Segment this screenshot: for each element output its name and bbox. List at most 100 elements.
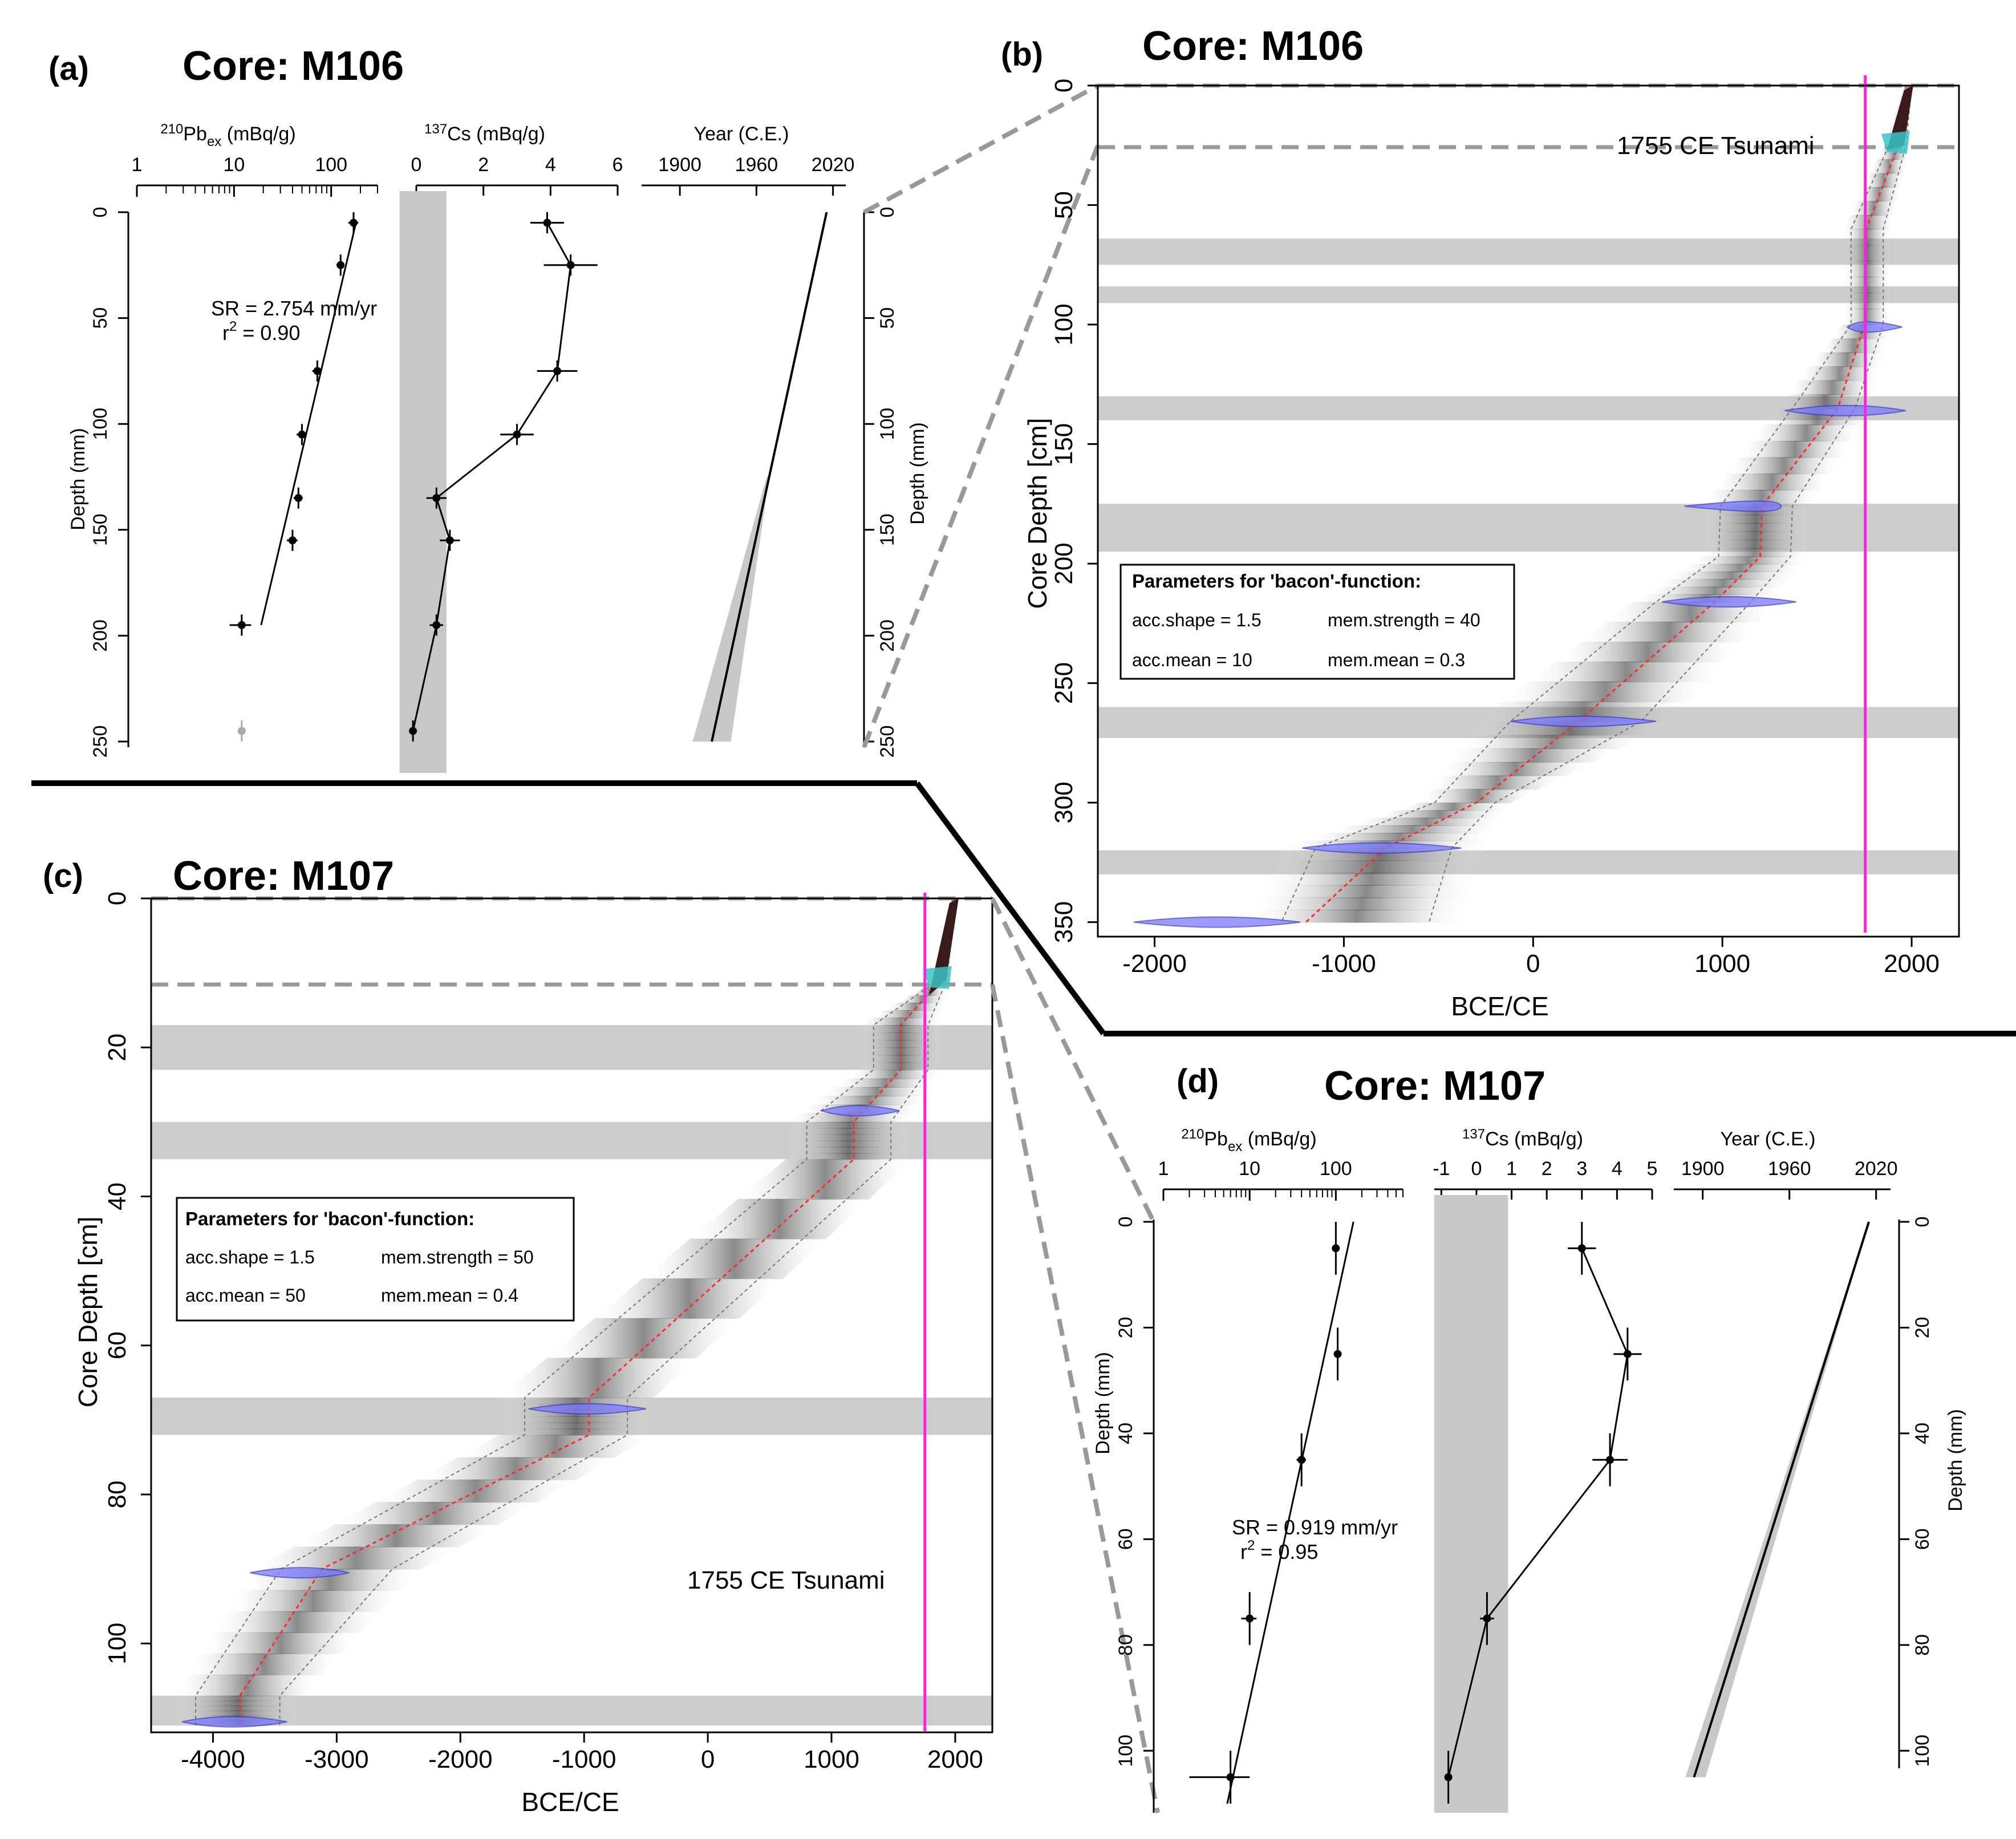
age-model: [175, 893, 959, 1731]
age-probability-cloud: [335, 1502, 537, 1525]
data-point: [294, 494, 303, 503]
age-probability-cloud: [1503, 681, 1707, 702]
x-tick-label: 2: [478, 154, 489, 176]
x-tick-label: 4: [1612, 1158, 1622, 1180]
age-probability-cloud: [859, 1055, 942, 1063]
age-probability-cloud: [227, 1590, 400, 1612]
x-ticks: 0 2 4 6: [411, 154, 623, 196]
age-probability-cloud: [1843, 309, 1892, 326]
y-tick-label: 200: [90, 619, 111, 652]
y-tick-label: 250: [877, 726, 898, 758]
age-probability-cloud: [1702, 515, 1810, 524]
age-probability-cloud: [835, 1078, 937, 1088]
age-probability-cloud: [499, 1428, 654, 1436]
parameters-frame: [176, 1197, 575, 1322]
lower-95-range: [195, 898, 954, 1725]
regression-line: [1226, 1221, 1354, 1804]
age-subplot: Year (C.E.) 1900 1960 2020 0 50 100 150 200 250…: [642, 123, 928, 758]
y-tick-label: 300: [1050, 781, 1078, 823]
pb210-subplot: 210Pbex (mBq/g) 1 10 100 0 20 40 60 80 100 Dept…: [1092, 1127, 1404, 1813]
x-axis-label: BCE/CE: [1451, 991, 1548, 1021]
y-tick-label: 200: [1050, 542, 1078, 584]
uncertainty-band: [692, 477, 769, 742]
event-layer-band: [1098, 504, 1959, 552]
y-tick-label: 50: [90, 307, 111, 329]
y-ticks-right: 0 50 100 150 200 250: [864, 207, 898, 758]
age-probability-cloud: [785, 1121, 912, 1129]
age-probability-cloud: [1327, 825, 1498, 834]
y-tick-label: 100: [1912, 1735, 1933, 1767]
y-tick-label: 250: [1050, 662, 1078, 704]
y-tick-label: 40: [1115, 1423, 1137, 1444]
r2-annotation: r2 = 0.90: [222, 319, 300, 345]
age-probability-cloud: [499, 1416, 654, 1423]
x-tick-label: 2020: [812, 154, 855, 176]
age-probability-cloud: [499, 1358, 696, 1399]
age-probability-cloud: [785, 1147, 912, 1154]
data-point: [543, 218, 551, 227]
y-tick-label: 150: [877, 513, 898, 546]
panel-title: Core: M106: [1142, 23, 1364, 69]
age-probability-cloud: [1449, 748, 1620, 763]
y-tick-label: 200: [877, 619, 898, 652]
sr-annotation: SR = 2.754 mm/yr: [211, 297, 377, 320]
tsunami-label: 1755 CE Tsunami: [687, 1566, 885, 1594]
age-probability-cloud: [1373, 810, 1507, 819]
x-tick-label: 0: [1526, 950, 1540, 978]
calibrated-date: [1846, 321, 1903, 333]
detection-limit-band: [1434, 1195, 1508, 1813]
parameters-frame: [1119, 564, 1515, 680]
pb210-subplot: 210Pbex (mBq/g) 1 10 100 0 50 100 150 200 250 D…: [67, 121, 378, 758]
age-probability-cloud: [417, 1457, 615, 1480]
y-tick-label: 20: [1912, 1317, 1933, 1339]
y-tick-label: 80: [103, 1481, 131, 1509]
x-tick-label: 100: [1320, 1158, 1352, 1180]
upper-95-range: [1428, 85, 1913, 922]
age-probability-cloud: [859, 1032, 942, 1041]
age-probability-cloud: [1843, 277, 1892, 294]
y-tick-label: 0: [1912, 1217, 1933, 1228]
data-point: [1483, 1614, 1491, 1623]
y-tick-label: 20: [1115, 1317, 1137, 1339]
y-tick-label: 0: [1050, 79, 1078, 92]
age-probability-cloud: [1810, 352, 1885, 367]
age-probability-cloud: [1843, 261, 1892, 278]
age-probability-cloud: [1715, 473, 1831, 491]
cs137-profile: [412, 222, 572, 731]
age-probability-cloud: [1843, 245, 1892, 262]
param-mem-mean: mem.mean = 0.4: [381, 1285, 518, 1306]
panel-title: Core: M107: [173, 853, 394, 899]
panel-label: (a): [48, 50, 89, 87]
x-tick-label: 1000: [1694, 950, 1750, 978]
x-tick-label: 2000: [927, 1745, 983, 1773]
y-tick-label: 100: [1115, 1735, 1137, 1767]
age-probability-cloud: [785, 1113, 917, 1123]
cs137-subplot: 137Cs (mBq/g) -1 0 1 2 3 4 5: [1433, 1127, 1657, 1813]
x-tick-label: -1: [1433, 1158, 1450, 1180]
data-point: [349, 218, 358, 227]
age-probability-cloud: [737, 1159, 912, 1200]
x-tick-label: 2000: [1884, 950, 1940, 978]
cs137-axis-label: 137Cs (mBq/g): [424, 121, 545, 145]
calibrated-date: [182, 1716, 287, 1728]
age-probability-cloud: [499, 1422, 654, 1429]
data-point: [1444, 1773, 1453, 1781]
panel-label: (d): [1177, 1063, 1219, 1100]
data-point: [553, 367, 562, 375]
age-probability-cloud: [1701, 531, 1810, 541]
y-tick-label: 40: [103, 1182, 131, 1210]
y-tick-label: 100: [1050, 303, 1078, 345]
upper-95-range: [279, 898, 958, 1725]
age-probability-cloud: [859, 1047, 942, 1056]
data-point: [1297, 1456, 1306, 1464]
separator-line: [914, 781, 1106, 1035]
y-tick-label: 0: [1115, 1217, 1137, 1228]
age-model: [692, 212, 828, 742]
y-tick-label: 40: [1912, 1423, 1933, 1444]
y-ticks: 0 20 40 60 80 100: [1115, 1217, 1154, 1767]
age-probability-cloud: [1581, 622, 1758, 642]
age-probability-cloud: [1439, 761, 1592, 776]
event-layer-band: [151, 1025, 992, 1070]
age-probability-cloud: [1864, 173, 1904, 188]
